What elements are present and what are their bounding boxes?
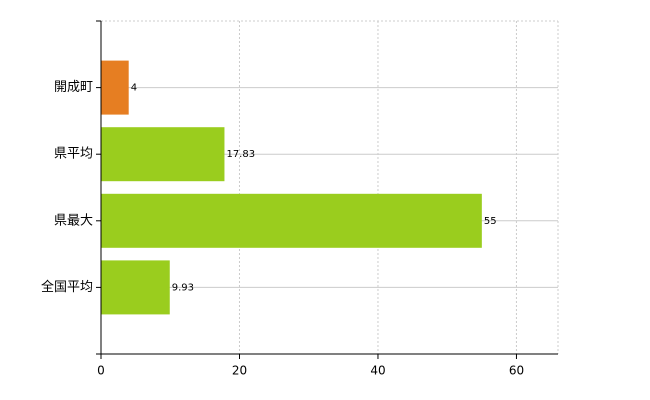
value-label: 17.83 bbox=[226, 149, 255, 160]
value-label: 9.93 bbox=[172, 282, 194, 293]
x-tick-label: 20 bbox=[232, 364, 247, 378]
y-tick-label: 開成町 bbox=[54, 80, 93, 95]
y-tick-label: 県最大 bbox=[54, 213, 93, 228]
bar bbox=[101, 193, 482, 248]
x-tick-label: 60 bbox=[509, 364, 524, 378]
bar bbox=[101, 127, 225, 182]
y-tick-label: 全国平均 bbox=[41, 279, 93, 295]
y-tick-label: 県平均 bbox=[54, 147, 93, 162]
x-tick-label: 40 bbox=[370, 364, 385, 378]
bar bbox=[101, 260, 170, 315]
bar bbox=[101, 60, 129, 115]
x-tick-label: 0 bbox=[97, 364, 105, 378]
value-label: 55 bbox=[484, 216, 497, 227]
value-label: 4 bbox=[131, 83, 137, 94]
